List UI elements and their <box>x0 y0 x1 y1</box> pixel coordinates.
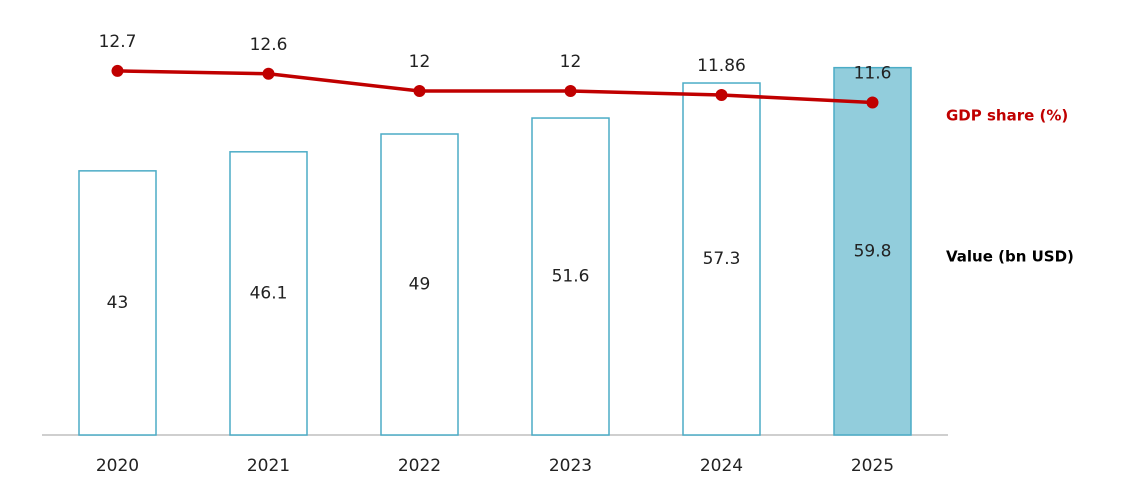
line-point <box>262 67 275 80</box>
x-tick-label: 2022 <box>398 456 441 476</box>
line-value-label: 12 <box>409 52 431 72</box>
line-point <box>866 96 879 109</box>
bar-value-label: 49 <box>409 275 431 295</box>
legend-label: Value (bn USD) <box>946 248 1074 266</box>
line-value-label: 12.7 <box>99 32 137 52</box>
bar <box>531 117 610 436</box>
line-value-label: 12 <box>560 52 582 72</box>
bar-value-label: 46.1 <box>250 283 288 303</box>
bar <box>833 66 912 436</box>
x-tick-label: 2025 <box>851 456 894 476</box>
x-tick-label: 2020 <box>96 456 139 476</box>
line <box>117 69 873 105</box>
bar-value-label: 59.8 <box>854 241 892 261</box>
x-tick-label: 2023 <box>549 456 592 476</box>
bar-value-label: 51.6 <box>552 267 590 287</box>
line-point <box>413 85 426 97</box>
line-value-label: 12.6 <box>250 35 288 55</box>
line-point <box>564 85 577 97</box>
bar-value-label: 57.3 <box>703 249 741 269</box>
bar <box>78 170 157 436</box>
line-point <box>111 64 124 77</box>
line-point <box>715 89 728 102</box>
bar-value-label: 43 <box>107 293 129 313</box>
bar <box>380 133 459 436</box>
x-tick-label: 2021 <box>247 456 290 476</box>
legend-label: GDP share (%) <box>946 107 1068 125</box>
line-value-label: 11.6 <box>854 63 892 83</box>
bar <box>229 151 308 436</box>
x-tick-label: 2024 <box>700 456 743 476</box>
bar <box>682 82 761 436</box>
line-value-label: 11.86 <box>697 56 746 76</box>
